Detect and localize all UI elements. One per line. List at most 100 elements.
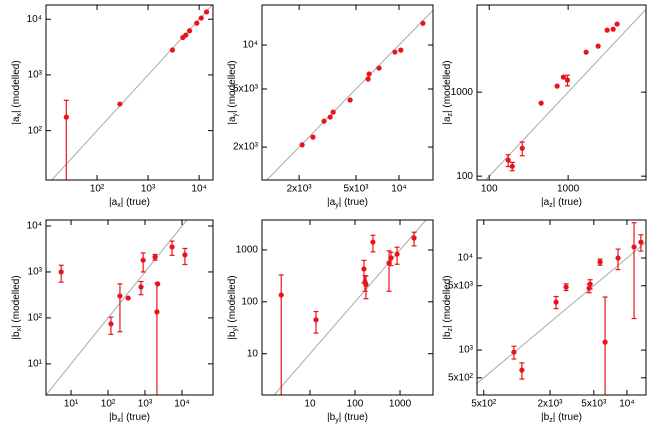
y-tick-label: 10³	[28, 70, 43, 81]
point	[321, 118, 327, 124]
x-tick-label: 100	[481, 184, 498, 195]
x-tick-label: 10³	[138, 399, 153, 410]
x-axis-label-part: |b	[109, 412, 118, 423]
y-axis-label-part: z	[447, 112, 454, 116]
x-axis-label: |bz| (true)	[541, 412, 582, 424]
x-tick-label: 10¹	[64, 399, 79, 410]
identity-line	[485, 8, 646, 180]
y-tick-label: 10⁴	[458, 253, 473, 264]
point	[560, 74, 566, 80]
y-axis-label-part: | (modelled)	[442, 275, 453, 328]
point	[411, 235, 417, 241]
x-axis-label-part: | (true)	[121, 197, 150, 208]
y-tick-label: 10³	[459, 345, 474, 356]
x-axis-label-part: z	[549, 417, 553, 424]
plot-area	[273, 220, 427, 395]
point	[615, 255, 621, 261]
point	[140, 257, 146, 263]
x-axis-label-part: |a	[327, 197, 336, 208]
x-axis-label-part: | (true)	[553, 197, 582, 208]
point	[583, 49, 589, 55]
y-axis-label-part: | (modelled)	[11, 60, 22, 113]
frame	[261, 219, 434, 396]
y-tick-label: 10	[247, 348, 259, 359]
x-tick-label: 5x10³	[581, 399, 607, 410]
y-axis-label-part: y	[232, 112, 239, 116]
point	[198, 15, 204, 21]
x-axis-label-part: x	[117, 202, 121, 209]
point	[564, 77, 571, 83]
y-tick-label: 10²	[28, 313, 43, 324]
point	[554, 83, 560, 89]
y-axis-label: |by| (modelled)	[227, 275, 239, 339]
point	[186, 28, 193, 34]
y-tick-label: 10²	[28, 125, 43, 136]
y-axis-label: |az| (modelled)	[442, 60, 454, 124]
point	[310, 134, 316, 140]
y-axis-label-part: |b	[11, 331, 22, 340]
y-axis-label-part: | (modelled)	[227, 275, 238, 328]
x-axis-label-part: y	[335, 202, 339, 209]
plot-area	[46, 220, 188, 395]
x-tick-label: 10³	[141, 184, 156, 195]
x-tick-label: 2x10³	[538, 399, 564, 410]
y-tick-label: 5x10³	[448, 280, 474, 291]
point	[587, 281, 593, 287]
point	[388, 255, 394, 261]
x-tick-label: 10²	[101, 399, 116, 410]
x-axis-label-part: | (true)	[339, 197, 368, 208]
point	[511, 349, 517, 355]
y-axis-label-part: |a	[11, 116, 22, 125]
x-axis-label-part: x	[117, 417, 121, 424]
x-axis-label-part: |b	[541, 412, 550, 423]
y-tick-label: 10⁴	[27, 14, 42, 25]
x-tick-label: 10⁴	[619, 399, 634, 410]
x-tick-label: 10²	[90, 184, 105, 195]
point	[63, 114, 69, 120]
x-axis-label-part: |a	[541, 197, 550, 208]
x-axis-label-part: | (true)	[339, 412, 368, 423]
y-tick-label: 100	[456, 171, 473, 182]
y-axis-label-part: x	[16, 112, 23, 116]
x-tick-label: 10⁴	[191, 184, 206, 195]
identity-line	[46, 220, 188, 395]
x-axis-label-part: |b	[327, 412, 336, 423]
x-tick-label: 5x10³	[343, 184, 369, 195]
point	[519, 145, 525, 151]
point	[595, 43, 601, 49]
y-tick-label: 1000	[236, 245, 259, 256]
point	[398, 47, 404, 53]
y-tick-label: 100	[241, 296, 258, 307]
point	[386, 260, 392, 266]
point	[394, 251, 400, 257]
point	[505, 157, 511, 163]
x-axis-label-part: |a	[109, 197, 118, 208]
y-axis-label: |ax| (modelled)	[11, 60, 23, 124]
frame	[476, 4, 647, 181]
point	[203, 9, 210, 15]
plot-area	[266, 9, 433, 180]
point	[117, 101, 123, 107]
point	[182, 252, 188, 258]
point	[183, 32, 189, 38]
x-tick-label: 10	[304, 399, 316, 410]
y-axis-label-part: |b	[227, 331, 238, 340]
point	[638, 239, 644, 245]
y-tick-label: 10⁴	[243, 40, 258, 51]
x-axis-label-part: | (true)	[553, 412, 582, 423]
x-tick-label: 2x10³	[287, 184, 313, 195]
point	[392, 49, 398, 55]
y-axis-label-part: | (modelled)	[442, 60, 453, 113]
point	[194, 20, 200, 26]
y-axis-label: |bz| (modelled)	[442, 275, 454, 339]
y-tick-label: 1000	[451, 87, 474, 98]
point	[366, 71, 372, 77]
point	[299, 142, 305, 148]
x-axis-label: |by| (true)	[327, 412, 368, 424]
point	[152, 254, 158, 260]
x-axis-label: |ay| (true)	[327, 197, 368, 209]
frame	[45, 219, 214, 396]
x-axis-label-part: z	[549, 202, 553, 209]
point	[519, 367, 525, 373]
point	[108, 321, 114, 327]
